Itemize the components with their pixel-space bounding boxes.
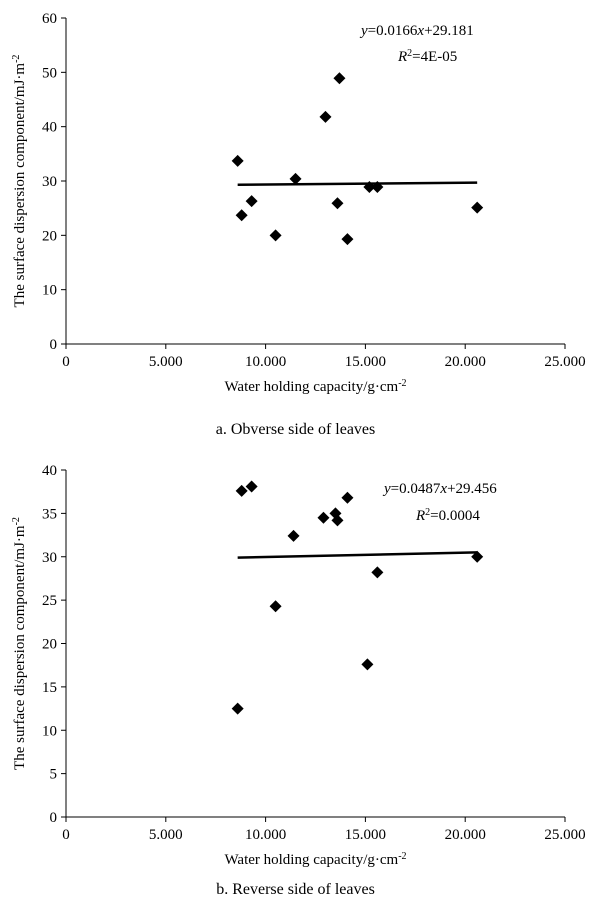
chart-a-svg: 0 10 20 30 40 50 60 0 5.000 10.000 15.000 20.000 25.… [11, 11, 586, 396]
b-r-var: R [415, 508, 425, 524]
a-y-tick-label: 20 [42, 228, 57, 244]
a-data-point [341, 233, 354, 246]
b-regression-equation: y=0.0487x+29.456 [382, 481, 497, 497]
b-data-point [371, 566, 384, 579]
a-r-value: =4E-05 [412, 49, 457, 65]
a-r-sup: 2 [407, 48, 412, 59]
a-data-point [231, 154, 244, 167]
a-data-point [269, 229, 282, 242]
b-data-point [341, 491, 354, 504]
b-r-squared: R2=0.0004 [415, 507, 480, 525]
a-x-tick-label: 5.000 [149, 354, 183, 370]
a-y-tick-label: 50 [42, 65, 57, 81]
b-x-tick-label: 10.000 [245, 827, 286, 843]
b-data-point [317, 511, 330, 524]
b-y-tick-label: 0 [50, 810, 58, 826]
b-x-tick-label: 15.000 [345, 827, 386, 843]
a-data-point [289, 172, 302, 185]
b-eq-y-var: y [382, 481, 391, 497]
b-r-sup: 2 [425, 507, 430, 518]
a-eq-const: +29.181 [424, 23, 474, 39]
b-data-point [231, 702, 244, 715]
a-x-tick-label: 0 [62, 354, 70, 370]
b-r-value: =0.0004 [430, 508, 480, 524]
b-data-point [287, 529, 300, 542]
a-regression-equation: y=0.0166x+29.181 [359, 23, 474, 39]
b-x-tick-label: 0 [62, 827, 70, 843]
a-data-point [471, 201, 484, 214]
b-y-tick-label: 35 [42, 506, 57, 522]
a-x-tick-label: 25.000 [544, 354, 585, 370]
chart-panel-a: 0 10 20 30 40 50 60 0 5.000 10.000 15.000 20.000 25.… [0, 0, 591, 450]
b-y-axis-title-sup: -2 [11, 517, 22, 525]
b-y-axis-title: The surface dispersion component/mJ·m-2 [11, 517, 29, 770]
b-y-tick-label: 40 [42, 463, 57, 479]
chart-b-caption: b. Reverse side of leaves [216, 881, 375, 898]
a-x-tick-label: 15.000 [345, 354, 386, 370]
b-data-point [245, 480, 258, 493]
a-data-point [333, 72, 346, 85]
b-data-point [471, 550, 484, 563]
b-y-tick-label: 30 [42, 550, 57, 566]
a-r-var: R [397, 49, 407, 65]
a-eq-x-var: x [416, 23, 424, 39]
b-eq-x-var: x [439, 481, 447, 497]
chart-a-caption: a. Obverse side of leaves [215, 421, 376, 438]
b-x-axis-title: Water holding capacity/g·cm-2 [224, 851, 406, 869]
a-eq-coef: =0.0166 [368, 23, 418, 39]
b-x-axis-title-text: Water holding capacity/g·cm [224, 852, 398, 868]
a-x-axis-title-sup: -2 [398, 378, 406, 389]
b-trendline [237, 551, 478, 559]
a-y-axis-title: The surface dispersion component/mJ·m-2 [11, 55, 29, 308]
a-y-axis-title-text: The surface dispersion component/mJ·m [12, 63, 28, 308]
a-y-tick-label: 60 [42, 11, 57, 27]
a-data-point [363, 180, 376, 193]
a-eq-y-var: y [359, 23, 368, 39]
a-y-tick-label: 0 [50, 337, 58, 353]
a-data-point [319, 110, 332, 123]
b-y-tick-label: 25 [42, 593, 57, 609]
a-data-point [371, 180, 384, 193]
a-r-squared: R2=4E-05 [397, 48, 457, 66]
a-data-point [245, 195, 258, 208]
b-x-tick-label: 20.000 [445, 827, 486, 843]
a-x-tick-label: 20.000 [445, 354, 486, 370]
a-x-tick-label: 10.000 [245, 354, 286, 370]
b-y-tick-label: 20 [42, 637, 57, 653]
a-y-tick-label: 10 [42, 283, 57, 299]
a-data-point [235, 209, 248, 222]
b-y-tick-label: 10 [42, 723, 57, 739]
a-data-point [331, 197, 344, 210]
b-data-point [361, 658, 374, 671]
b-y-axis-title-text: The surface dispersion component/mJ·m [12, 525, 28, 770]
b-y-tick-label: 15 [42, 680, 57, 696]
b-x-axis-title-sup: -2 [398, 851, 406, 862]
a-y-axis-title-sup: -2 [11, 55, 22, 63]
a-x-axis-title: Water holding capacity/g·cm-2 [224, 378, 406, 396]
a-y-tick-label: 40 [42, 120, 57, 136]
b-eq-coef: =0.0487 [391, 481, 441, 497]
chart-b-svg: 0 5 10 15 20 25 30 35 40 0 5.000 10.000 15.000 20.000… [11, 463, 586, 869]
a-y-tick-label: 30 [42, 174, 57, 190]
chart-panel-b: 0 5 10 15 20 25 30 35 40 0 5.000 10.000 15.000 20.000… [0, 453, 591, 907]
a-trendline [237, 181, 478, 187]
b-y-tick-label: 5 [50, 767, 58, 783]
b-eq-const: +29.456 [447, 481, 497, 497]
b-x-tick-label: 25.000 [544, 827, 585, 843]
b-x-tick-label: 5.000 [149, 827, 183, 843]
b-data-point [235, 484, 248, 497]
b-data-point [331, 514, 344, 527]
a-x-axis-title-text: Water holding capacity/g·cm [224, 379, 398, 395]
b-data-point [269, 600, 282, 613]
